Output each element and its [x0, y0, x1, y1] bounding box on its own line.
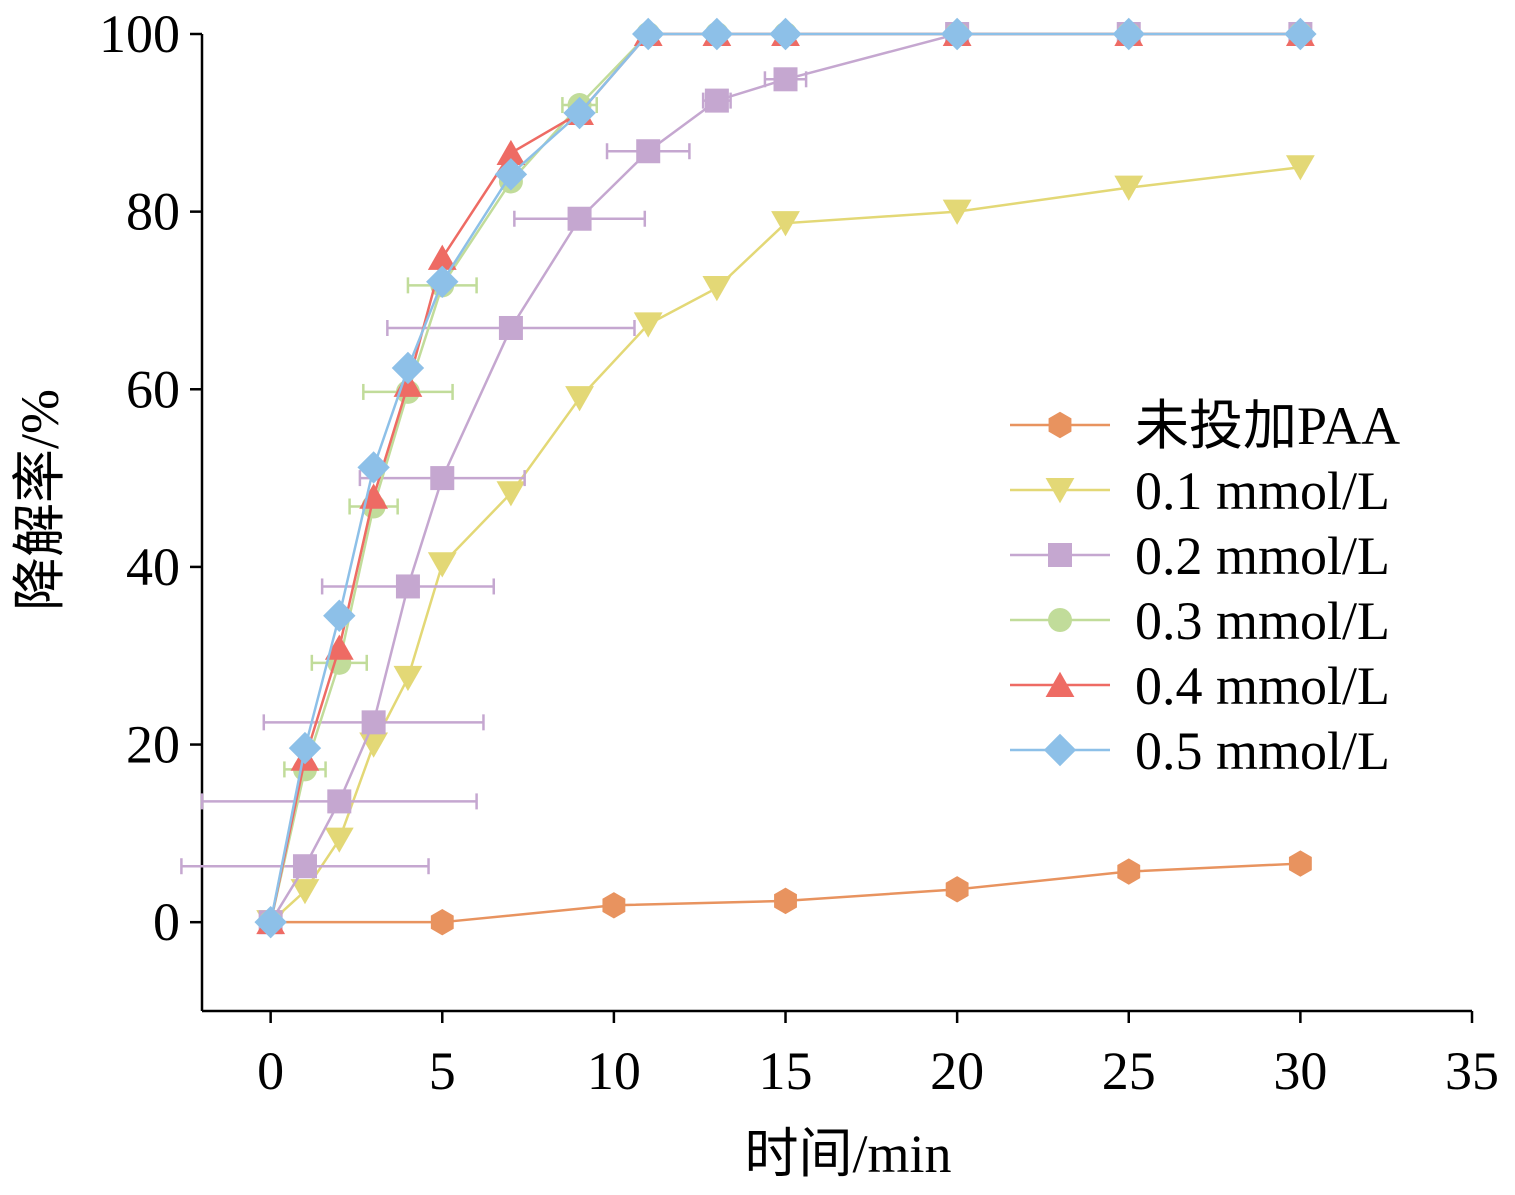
legend-item: 0.2 mmol/L [1010, 526, 1390, 586]
data-point [633, 312, 663, 338]
legend-label: 0.3 mmol/L [1135, 591, 1390, 651]
data-point [496, 139, 526, 166]
data-point [636, 139, 661, 164]
y-tick-label: 80 [126, 182, 180, 242]
legend-label: 未投加PAA [1135, 396, 1400, 456]
legend-item: 0.4 mmol/L [1010, 656, 1390, 716]
data-point [290, 879, 320, 905]
data-point [1112, 17, 1145, 51]
legend-item: 0.5 mmol/L [1010, 721, 1390, 781]
legend-marker [1043, 733, 1077, 767]
data-point [288, 731, 322, 765]
data-point [391, 351, 425, 385]
x-tick-label: 10 [587, 1041, 641, 1101]
data-point [327, 789, 352, 814]
data-point [769, 17, 802, 51]
x-tick-label: 35 [1445, 1041, 1499, 1101]
data-point [254, 905, 287, 939]
data-point [359, 483, 389, 509]
data-point [494, 158, 528, 191]
series-line [269, 165, 1301, 924]
data-point [393, 665, 423, 692]
data-point [357, 451, 390, 484]
series-layer [180, 17, 1317, 939]
legend-marker [1048, 411, 1072, 439]
data-point [700, 17, 734, 51]
data-point [773, 67, 798, 92]
data-point [426, 265, 459, 299]
legend-label: 0.4 mmol/L [1135, 656, 1390, 716]
y-tick-label: 0 [153, 892, 180, 952]
data-point [704, 88, 729, 113]
legend-marker [1048, 543, 1072, 567]
series-5 [254, 17, 1317, 939]
y-tick-label: 20 [126, 715, 180, 775]
legend-marker [1048, 608, 1072, 632]
data-point [565, 386, 594, 412]
series-line [269, 32, 1301, 923]
data-point [323, 599, 356, 632]
data-point [1284, 17, 1317, 51]
x-axis-label: 时间/min [744, 1124, 951, 1184]
data-point [395, 574, 420, 599]
x-tick-label: 25 [1102, 1041, 1156, 1101]
legend-label: 0.5 mmol/L [1135, 721, 1390, 781]
legend-item: 未投加PAA [1010, 396, 1400, 456]
x-tick-label: 30 [1273, 1041, 1327, 1101]
data-point [602, 892, 626, 919]
data-point [942, 199, 972, 225]
legend-label: 0.1 mmol/L [1135, 461, 1390, 521]
series-0 [259, 850, 1312, 936]
y-tick-label: 40 [126, 537, 180, 597]
data-point [496, 481, 526, 507]
data-point [632, 17, 665, 51]
legend-item: 0.3 mmol/L [1010, 591, 1390, 651]
x-tick-label: 0 [257, 1041, 284, 1101]
data-point [430, 908, 454, 936]
data-point [1288, 850, 1312, 877]
x-tick-label: 20 [930, 1041, 984, 1101]
data-point [427, 552, 457, 578]
legend-label: 0.2 mmol/L [1135, 526, 1390, 586]
data-point [1114, 175, 1144, 201]
y-tick-label: 60 [126, 359, 180, 419]
data-point [771, 211, 800, 237]
x-tick-label: 15 [759, 1041, 813, 1101]
data-point [427, 244, 457, 270]
data-point [1117, 858, 1141, 885]
legend-item: 0.1 mmol/L [1010, 461, 1390, 521]
y-tick-label: 100 [99, 4, 180, 64]
y-axis-label: 降解率/% [10, 389, 70, 611]
data-point [430, 466, 455, 491]
data-point [324, 634, 354, 660]
data-point [567, 206, 592, 231]
data-point [292, 854, 317, 879]
data-point [498, 315, 523, 340]
data-point [361, 710, 386, 735]
data-point [702, 276, 732, 302]
data-point [324, 827, 354, 853]
series-line [269, 32, 1301, 923]
data-point [945, 876, 969, 903]
data-point [774, 887, 797, 915]
data-point [940, 17, 974, 51]
legend-marker [1045, 671, 1075, 697]
legend-marker [1045, 478, 1075, 504]
axes: 0 5 10 15 20 25 30 35 0 20 40 60 80 100 [99, 4, 1499, 1101]
data-point [1285, 155, 1315, 181]
x-tick-label: 5 [429, 1041, 456, 1101]
data-point [563, 96, 596, 130]
